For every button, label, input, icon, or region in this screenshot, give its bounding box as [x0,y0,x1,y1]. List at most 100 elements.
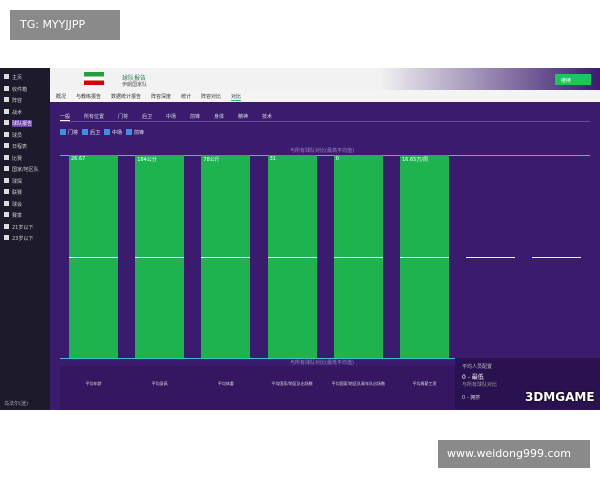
sidebar-item[interactable]: 国家/地区队 [12,167,39,173]
bar-label: 平均周薪工资 [412,381,437,386]
sidebar-icon [4,143,9,148]
checkbox[interactable] [60,129,66,135]
tab[interactable]: 阵容深度 [151,94,172,100]
panel-best: 0 - 最低 [462,374,484,381]
sidebar-icon [4,235,9,240]
subtab[interactable]: 门将 [118,114,129,120]
sidebar-item[interactable]: 联赛 [12,190,23,196]
sidebar-item[interactable]: 球探 [12,178,23,185]
filter-label: 前锋 [134,130,145,136]
average-line [267,257,317,258]
sidebar-footer: 乌法尔(迷) [4,401,28,407]
tab[interactable]: 统计 [181,94,192,100]
bar [400,155,449,358]
sidebar-item[interactable]: 阵容 [12,98,23,104]
header-title: 球队报告 [122,75,147,82]
bar [201,155,251,358]
bar-label: 平均年龄 [85,381,102,386]
subtab[interactable]: 一般 [60,114,71,121]
label-strip [60,366,455,410]
average-line [135,257,185,258]
bar-value: 184公分 [137,157,157,163]
tab[interactable]: 与教练报告 [76,94,102,100]
bar-value: 31 [269,156,276,162]
bottom-line [60,358,590,359]
sidebar-icon [4,120,9,125]
sidebar-item[interactable]: 日程表 [12,144,28,150]
sidebar-item[interactable]: 球会 [12,201,23,208]
filter-row: 门将 后卫 中场 前锋 [60,128,360,138]
sidebar-item[interactable]: 21岁以下 [12,224,34,231]
sidebar-icon [4,85,9,91]
filter-label: 门将 [68,130,79,136]
bar [267,155,317,358]
tab-row: 概况 与教练报告 数据统计报告 阵容深度 统计 阵容对比 对比 [50,90,600,102]
subtab[interactable]: 精神 [238,114,249,120]
bar [69,155,118,358]
sidebar-icon [4,154,9,160]
subtab[interactable]: 后卫 [142,114,153,120]
checkbox[interactable] [126,129,132,135]
average-line [69,257,118,258]
subtab[interactable]: 所有位置 [84,114,105,120]
bar-value: 26.67 [71,156,86,162]
sidebar-item[interactable]: 球队报告 [12,120,33,127]
tg-badge [10,10,120,40]
sidebar-item[interactable]: 战术 [12,109,23,116]
tab[interactable]: 阵容对比 [201,94,222,100]
tab[interactable]: 数据统计报告 [111,94,142,100]
top-line [60,155,590,156]
bar-value: 0 [335,156,339,162]
sidebar: 主页收件箱阵容战术球队报告球员日程表比赛国家/地区队 球探联赛球会赛季 21岁以下 2… [0,68,50,410]
bar-value: 78公斤 [203,157,220,163]
continue-button[interactable]: 继续 [555,74,591,85]
bottom-line-label: 与所有球队对比(最低平均值) [290,360,354,366]
average-line [466,257,516,258]
header-subtitle: 伊朗国家队 [122,82,148,88]
sidebar-icon [4,97,9,102]
logo-watermark: 3DMGAME [525,390,595,404]
sidebar-icon [4,177,9,183]
sidebar-item[interactable]: 赛季 [12,213,23,219]
sidebar-icon [4,212,9,217]
average-line [201,257,251,258]
sidebar-item[interactable]: 收件箱 [12,86,28,93]
checkbox[interactable] [104,129,110,135]
subtab[interactable]: 技术 [262,114,273,120]
bar-label: 平均国家/地区队出场数 [271,381,313,386]
filter-label: 后卫 [90,130,101,136]
average-line [333,257,383,258]
bar-label: 平均身高 [151,381,168,386]
info-panel [455,358,600,410]
url-badge [438,440,590,468]
subtab[interactable]: 中场 [166,114,177,120]
bar-value: 16.65万/周 [402,157,428,163]
subtab[interactable]: 身体 [214,114,225,120]
panel-note: 与所有球队对比 [462,382,498,388]
sidebar-icon [4,166,9,171]
bar-label: 平均国家/地区队青年队出场数 [331,381,385,386]
sidebar-item[interactable]: 球员 [12,132,23,139]
top-bar [50,68,600,90]
app-window: 主页 收件箱 阵容 战术 球队报告 球员 日程表 比赛 国家/地区队 球探 联赛 球会 赛季 21岁以下 2… [0,68,600,410]
chart: 26.67 平均年龄 184公分 平均身高 78公斤 平均体重 31 平均国家/地区队出场数 0… [0,68,600,410]
tg-text: TG: MYYJJPP [20,18,86,31]
checkbox[interactable] [82,129,88,135]
sidebar-item[interactable]: 比赛 [12,155,23,162]
sidebar-icon [4,131,9,137]
sidebar-icon [4,200,9,206]
average-line [532,257,582,258]
sidebar-item[interactable]: 23岁以下 [12,236,34,242]
panel-worst: 0 - 拥挤 [462,395,481,401]
sidebar-icon [4,108,9,114]
tab[interactable]: 概况 [56,94,67,100]
flag [84,72,104,85]
tab[interactable]: 对比 [231,94,242,101]
panel-title: 平均人员配置 [462,364,493,370]
top-line-label: 与所有球队对比(最高平均值) [290,148,354,154]
sidebar-icon [4,189,9,194]
average-line [400,257,449,258]
subtab[interactable]: 前锋 [190,114,201,120]
sidebar-item[interactable]: 主页 [12,75,23,81]
